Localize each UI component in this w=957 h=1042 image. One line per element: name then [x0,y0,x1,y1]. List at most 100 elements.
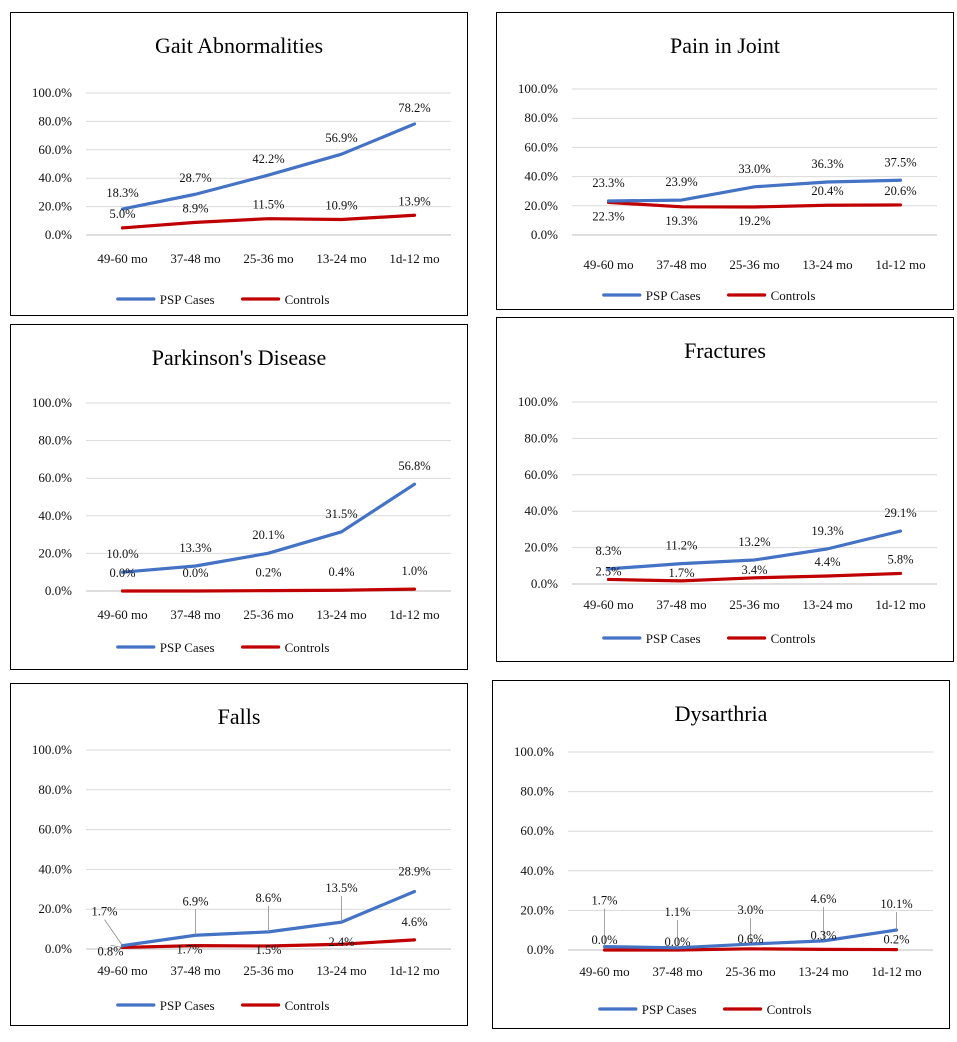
data-label-controls: 22.3% [592,209,624,223]
legend-label: PSP Cases [646,288,701,303]
data-label-psp-cases: 37.5% [884,155,916,169]
x-tick-label: 25-36 mo [243,607,293,622]
data-label-psp-cases: 8.6% [255,891,281,905]
y-tick-label: 60.0% [38,142,72,157]
x-tick-label: 49-60 mo [583,597,633,612]
data-label-controls: 0.0% [109,566,135,580]
legend-label: PSP Cases [160,998,215,1013]
x-tick-label: 25-36 mo [729,597,779,612]
data-label-psp-cases: 56.9% [325,131,357,145]
y-tick-label: 80.0% [524,110,558,125]
chart-title: Fractures [684,338,766,363]
data-label-psp-cases: 8.3% [595,544,621,558]
x-tick-label: 1d-12 mo [389,607,439,622]
y-tick-label: 20.0% [520,902,554,917]
legend-item-controls: Controls [723,1002,812,1017]
data-label-controls: 1.0% [401,564,427,578]
chart-title: Parkinson's Disease [152,345,326,370]
y-tick-label: 60.0% [524,467,558,482]
y-tick-label: 0.0% [45,583,72,598]
x-tick-label: 25-36 mo [725,964,775,979]
series-line-psp-cases [606,178,903,203]
chart-title: Pain in Joint [670,33,780,58]
data-label-controls: 0.8% [97,944,123,958]
data-label-psp-cases: 28.7% [179,171,211,185]
data-label-leader [104,919,123,946]
data-label-psp-cases: 23.9% [665,175,697,189]
legend-item-psp-cases: PSP Cases [116,292,215,307]
data-label-controls: 10.9% [325,199,357,213]
series-line-psp-cases [120,482,417,574]
data-label-psp-cases: 23.3% [592,176,624,190]
data-label-controls: 19.2% [738,214,770,228]
data-label-psp-cases: 42.2% [252,152,284,166]
x-tick-label: 1d-12 mo [875,597,925,612]
y-tick-label: 20.0% [38,901,72,916]
x-tick-label: 1d-12 mo [389,251,439,266]
data-label-controls: 4.4% [814,555,840,569]
y-tick-label: 100.0% [518,81,558,96]
x-tick-label: 37-48 mo [170,607,220,622]
y-tick-label: 100.0% [518,394,558,409]
data-label-controls: 8.9% [182,201,208,215]
x-tick-label: 13-24 mo [316,251,366,266]
data-label-controls: 2.4% [328,935,354,949]
y-tick-label: 80.0% [38,433,72,448]
chart-panel-parkinsons-disease: Parkinson's Disease 0.0% 20.0% 40.0% 60.0% 80… [10,324,468,670]
chart-title: Gait Abnormalities [155,33,323,58]
legend-label: Controls [285,998,330,1013]
line-chart-gait-abnormalities: Gait Abnormalities 0.0% 20.0% 40.0% 60.0% 80.… [32,33,451,307]
y-tick-label: 40.0% [524,503,558,518]
data-label-psp-cases: 20.1% [252,528,284,542]
line-chart-pain-in-joint: Pain in Joint 0.0% 20.0% 40.0% 60.0% 80.0% 100… [518,33,937,303]
legend-label: Controls [767,1002,812,1017]
x-tick-label: 13-24 mo [798,964,848,979]
x-tick-label: 1d-12 mo [875,257,925,272]
x-tick-label: 37-48 mo [656,597,706,612]
line-chart-fractures: Fractures 0.0% 20.0% 40.0% 60.0% 80.0% 100.0% 4… [518,338,937,646]
legend-item-controls: Controls [727,288,815,303]
x-tick-label: 49-60 mo [583,257,633,272]
data-label-controls: 0.0% [591,933,617,947]
legend-item-psp-cases: PSP Cases [116,640,215,655]
data-label-leader [110,945,123,948]
data-label-controls: 1.7% [668,566,694,580]
chart-panel-dysarthria: Dysarthria 0.0% 20.0% 40.0% 60.0% 80.0% 100.0%… [492,680,950,1029]
y-tick-label: 20.0% [524,198,558,213]
data-label-psp-cases: 13.5% [325,881,357,895]
data-label-psp-cases: 10.0% [106,547,138,561]
x-tick-label: 49-60 mo [579,964,629,979]
legend-item-controls: Controls [727,631,815,646]
series-line-controls [120,938,417,950]
y-tick-label: 60.0% [38,470,72,485]
x-tick-label: 13-24 mo [316,607,366,622]
x-tick-label: 49-60 mo [97,607,147,622]
y-tick-label: 20.0% [524,540,558,555]
data-label-controls: 4.6% [401,915,427,929]
x-tick-label: 1d-12 mo [389,963,439,978]
legend-item-controls: Controls [241,998,330,1013]
data-label-psp-cases: 1.7% [591,894,617,908]
data-label-psp-cases: 4.6% [810,892,836,906]
legend-item-controls: Controls [241,640,329,655]
y-tick-label: 60.0% [38,822,72,837]
legend-label: PSP Cases [160,640,215,655]
y-tick-label: 0.0% [531,227,558,242]
data-label-psp-cases: 18.3% [106,186,138,200]
series-line-controls [120,213,417,230]
x-tick-label: 49-60 mo [97,251,147,266]
y-tick-label: 40.0% [38,508,72,523]
y-tick-label: 100.0% [32,395,72,410]
data-label-controls: 0.4% [328,565,354,579]
y-tick-label: 0.0% [45,941,72,956]
data-label-psp-cases: 33.0% [738,162,770,176]
y-tick-label: 60.0% [520,823,554,838]
data-label-psp-cases: 1.1% [664,905,690,919]
data-label-controls: 3.4% [741,563,767,577]
chart-title: Falls [218,704,261,729]
series-line-psp-cases [120,122,417,211]
chart-title: Dysarthria [675,701,768,726]
y-tick-label: 20.0% [38,199,72,214]
data-label-psp-cases: 10.1% [880,897,912,911]
legend-item-controls: Controls [241,292,329,307]
